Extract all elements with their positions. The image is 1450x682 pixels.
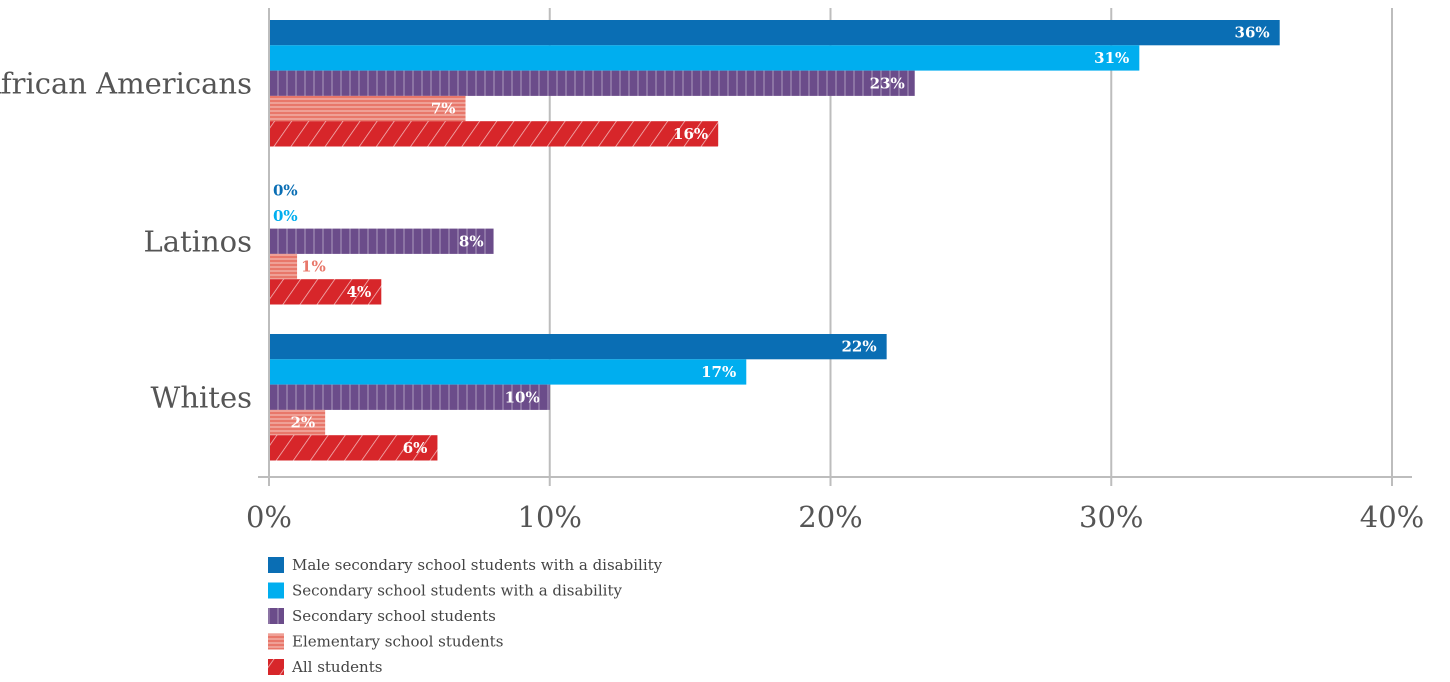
bar-whites-secondary-school-students-with-a-disability xyxy=(269,359,747,385)
data-label-whites-male-secondary-school-students-with-a-disability: 22% xyxy=(842,338,877,356)
bar-whites-elementary-school-students xyxy=(269,409,326,436)
data-label-latinos-secondary-school-students: 8% xyxy=(459,232,484,250)
data-label-latinos-all-students: 4% xyxy=(347,283,372,301)
data-label-latinos-elementary-school-students: 1% xyxy=(301,258,326,276)
category-label-latinos: Latinos xyxy=(144,224,253,258)
x-axis: 0% 10% 20% 30% 40% xyxy=(246,8,1424,534)
legend-label-elementary-school-students: Elementary school students xyxy=(292,633,503,651)
category-label-african-americans: African Americans xyxy=(0,66,252,100)
data-label-whites-elementary-school-students: 2% xyxy=(290,414,315,432)
legend-swatch-secondary-school-students-with-a-disability xyxy=(268,582,284,599)
legend-label-all-students: All students xyxy=(291,658,382,676)
bar-african-americans-male-secondary-school-students-with-a-disability xyxy=(269,20,1280,46)
bar-whites-all-students xyxy=(269,435,438,461)
bar-whites-male-secondary-school-students-with-a-disability xyxy=(269,334,887,360)
bar-whites-secondary-school-students xyxy=(269,384,550,410)
bar-african-americans-secondary-school-students xyxy=(269,70,915,96)
data-label-african-americans-secondary-school-students-with-a-disability: 31% xyxy=(1094,49,1129,67)
bar-african-americans-elementary-school-students xyxy=(269,95,466,122)
data-label-african-americans-elementary-school-students: 7% xyxy=(431,100,456,118)
data-label-african-americans-all-students: 16% xyxy=(673,125,708,143)
x-tick-label-30: 30% xyxy=(1079,500,1143,534)
bar-latinos-elementary-school-students xyxy=(269,253,298,280)
x-tick-label-0: 0% xyxy=(246,500,292,534)
category-label-whites: Whites xyxy=(151,380,252,414)
data-label-latinos-male-secondary-school-students-with-a-disability: 0% xyxy=(273,182,298,200)
legend-label-secondary-school-students-with-a-disability: Secondary school students with a disabil… xyxy=(292,582,622,600)
x-tick-label-10: 10% xyxy=(518,500,582,534)
legend-swatch-elementary-school-students xyxy=(268,633,284,650)
data-label-whites-secondary-school-students-with-a-disability: 17% xyxy=(701,363,736,381)
bar-african-americans-all-students xyxy=(269,121,719,147)
legend-swatch-secondary-school-students xyxy=(268,608,284,624)
x-tick-label-20: 20% xyxy=(798,500,862,534)
data-label-latinos-secondary-school-students-with-a-disability: 0% xyxy=(273,207,298,225)
data-label-whites-secondary-school-students: 10% xyxy=(505,388,540,406)
bar-african-americans-secondary-school-students-with-a-disability xyxy=(269,45,1140,71)
data-label-african-americans-secondary-school-students: 23% xyxy=(870,74,905,92)
bar-latinos-secondary-school-students xyxy=(269,228,494,254)
legend-label-male-secondary-school-students-with-a-disability: Male secondary school students with a di… xyxy=(292,556,663,574)
legend-swatch-male-secondary-school-students-with-a-disability xyxy=(268,557,284,573)
category-labels: African Americans Latinos Whites xyxy=(0,66,252,414)
legend: Male secondary school students with a di… xyxy=(268,556,663,676)
data-label-african-americans-male-secondary-school-students-with-a-disability: 36% xyxy=(1235,24,1270,42)
x-tick-label-40: 40% xyxy=(1360,500,1424,534)
legend-swatch-all-students xyxy=(268,659,284,675)
data-label-whites-all-students: 6% xyxy=(403,439,428,457)
bar-latinos-all-students xyxy=(269,279,382,305)
bars: 36% 31% 23% 7% 16% 0% 0% 8% 1% 4% 22% 17% 10% 2% 6% xyxy=(269,20,1280,461)
legend-label-secondary-school-students: Secondary school students xyxy=(292,607,496,625)
